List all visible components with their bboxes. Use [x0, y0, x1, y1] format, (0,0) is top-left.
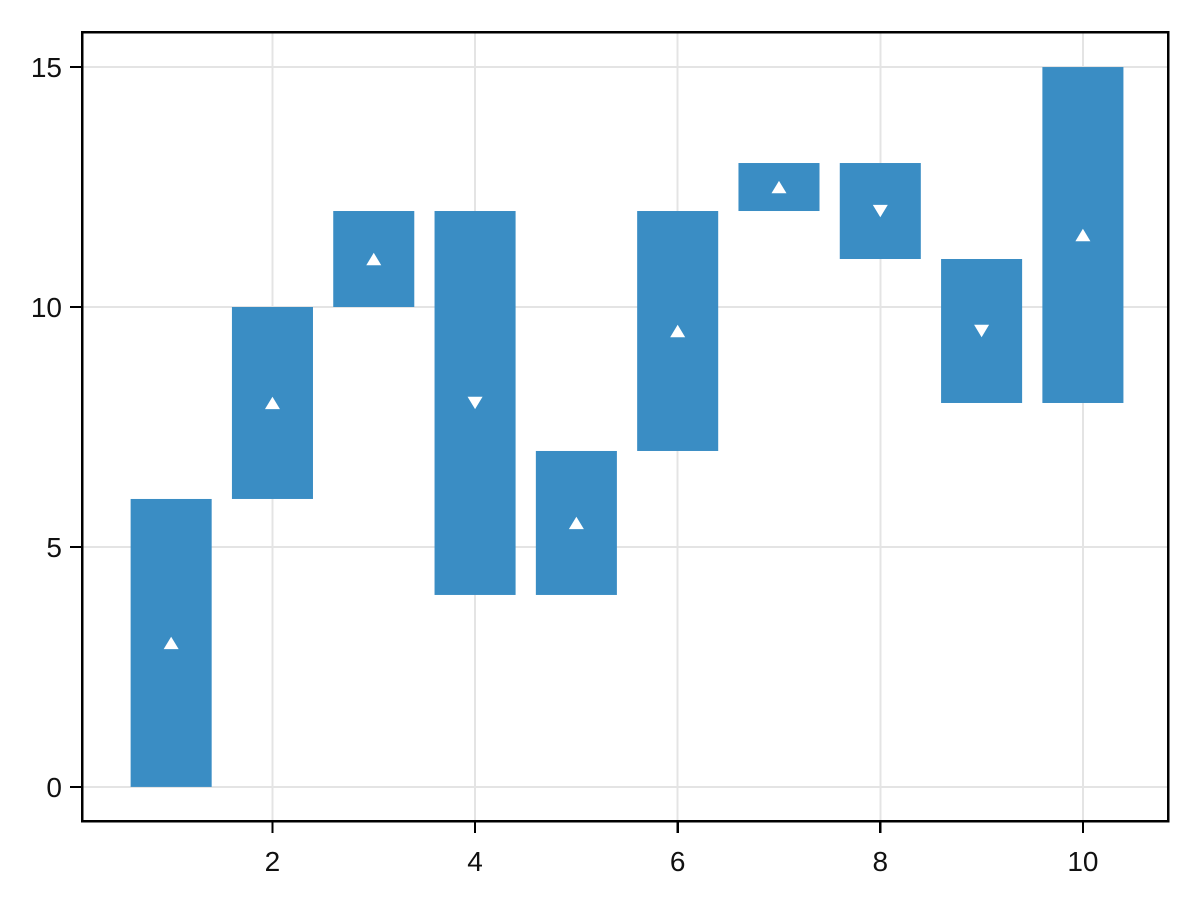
triangle-down-marker-icon — [467, 396, 483, 410]
triangle-down-marker-icon — [872, 204, 888, 218]
frame-layer — [80, 30, 1170, 823]
triangle-up-marker-icon — [264, 396, 280, 410]
x-tick-label: 4 — [467, 846, 483, 877]
ticks-layer — [70, 65, 1085, 833]
x-tick-label: 10 — [1067, 846, 1098, 877]
plot-frame — [80, 30, 1170, 823]
y-tick-label: 10 — [31, 292, 62, 323]
x-tick-label: 2 — [265, 846, 281, 877]
x-tick-label: 8 — [873, 846, 889, 877]
triangle-up-marker-icon — [670, 324, 686, 338]
triangle-up-marker-icon — [1075, 228, 1091, 242]
y-tick-label: 5 — [46, 532, 62, 563]
tick-labels-layer: 2 4 6 8 10 0 5 10 15 — [31, 52, 1099, 877]
markers-layer — [163, 180, 1091, 650]
bars-layer — [130, 67, 1124, 787]
x-tick-label: 6 — [670, 846, 686, 877]
y-tick-label: 15 — [31, 52, 62, 83]
triangle-up-marker-icon — [163, 636, 179, 650]
triangle-up-marker-icon — [366, 252, 382, 266]
triangle-down-marker-icon — [974, 324, 990, 338]
triangle-up-marker-icon — [568, 516, 584, 530]
y-tick-label: 0 — [46, 772, 62, 803]
triangle-up-marker-icon — [771, 180, 787, 194]
